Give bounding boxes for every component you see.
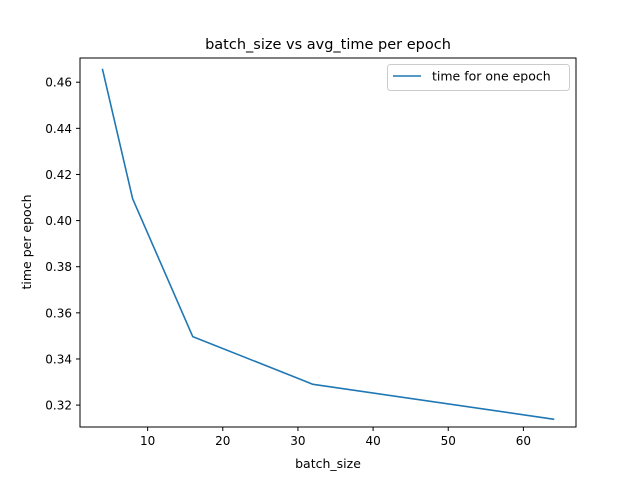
x-tick-label: 50 [441, 434, 456, 448]
x-tick-label: 60 [516, 434, 531, 448]
plot-area [79, 57, 577, 428]
x-tick-label: 10 [140, 434, 155, 448]
x-tick-label: 40 [365, 434, 380, 448]
y-axis-label: time per epoch [19, 194, 34, 289]
y-axis: 0.32 0.34 0.36 0.38 0.40 0.42 0.44 0.46 [45, 76, 80, 413]
y-tick-label: 0.36 [45, 306, 72, 320]
x-axis: 10 20 30 40 50 60 [140, 427, 531, 448]
legend: time for one epoch [387, 64, 570, 91]
y-tick-label: 0.34 [45, 352, 72, 366]
series-line-time-for-one-epoch [101, 68, 555, 421]
y-tick-label: 0.42 [45, 168, 72, 182]
series-layer [101, 68, 555, 421]
x-tick-label: 30 [290, 434, 305, 448]
x-axis-label: batch_size [295, 456, 361, 471]
chart-title: batch_size vs avg_time per epoch [205, 37, 451, 53]
y-tick-label: 0.44 [45, 122, 72, 136]
x-tick-label: 20 [215, 434, 230, 448]
y-tick-label: 0.40 [45, 214, 72, 228]
y-tick-label: 0.46 [45, 76, 72, 90]
legend-box [387, 64, 570, 91]
y-tick-label: 0.38 [45, 260, 72, 274]
legend-entry-label: time for one epoch [432, 69, 551, 84]
plot-frame [79, 57, 577, 428]
y-tick-label: 0.32 [45, 399, 72, 413]
